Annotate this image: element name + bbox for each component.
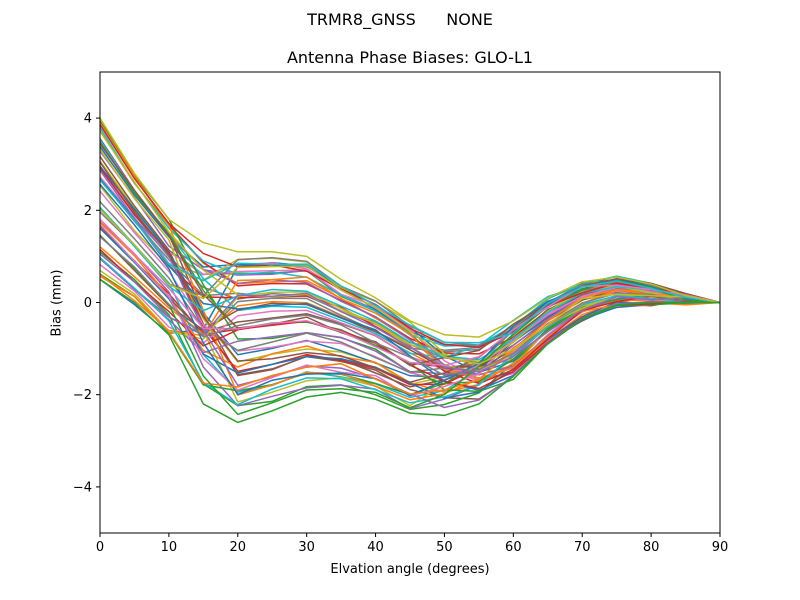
series-line [99,211,721,346]
series-line [99,236,721,377]
svg-text:30: 30 [298,540,315,555]
data-lines [99,117,721,424]
series-line [99,221,721,410]
series-line [99,275,721,395]
y-axis-ticks: −4 −2 0 2 4 [73,112,100,495]
series-line [99,278,720,424]
chart-suptitle: TRMR8_GNSS NONE [307,10,493,29]
series-line [99,208,721,365]
svg-text:90: 90 [712,540,729,555]
x-axis-label: Elvation angle (degrees) [330,562,490,577]
svg-text:0: 0 [84,296,92,311]
svg-text:0: 0 [96,540,104,555]
series-line [99,253,721,373]
series-line [99,178,721,391]
series-line [99,179,721,344]
svg-text:40: 40 [367,540,384,555]
series-line [99,143,721,367]
svg-text:50: 50 [436,540,453,555]
svg-text:80: 80 [643,540,660,555]
svg-text:10: 10 [161,540,178,555]
svg-text:−4: −4 [73,480,92,495]
series-line [99,218,721,367]
svg-text:70: 70 [574,540,591,555]
series-line [99,117,721,338]
series-line [99,122,721,401]
series-line [99,206,721,361]
y-axis-label: Bias (mm) [49,269,65,337]
chart-title: Antenna Phase Biases: GLO-L1 [286,48,534,67]
svg-text:2: 2 [84,204,92,219]
svg-text:4: 4 [84,112,92,127]
series-line [99,124,721,348]
svg-text:20: 20 [230,540,247,555]
svg-text:−2: −2 [73,388,92,403]
svg-text:60: 60 [505,540,522,555]
x-axis-ticks: 0 10 20 30 40 50 60 70 80 90 [96,533,728,555]
